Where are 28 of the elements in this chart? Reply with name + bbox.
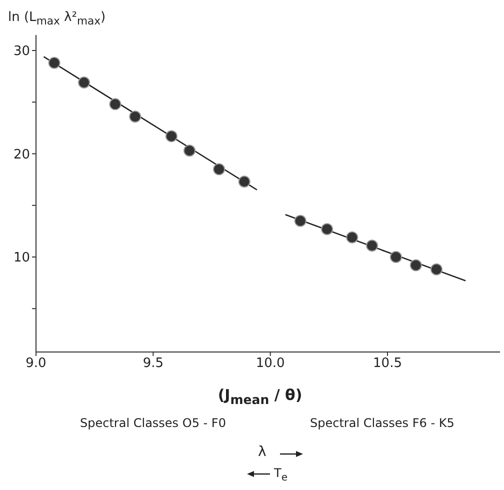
point xyxy=(48,56,60,69)
point xyxy=(346,231,358,244)
x-tick-label: 10.0 xyxy=(256,356,285,372)
point xyxy=(165,130,178,142)
point xyxy=(213,163,226,176)
point xyxy=(366,240,378,252)
point xyxy=(109,98,122,110)
point xyxy=(294,214,306,227)
point xyxy=(410,259,422,272)
y-axis-title: ln (L$_{max}$ λ²$_{max}$) xyxy=(8,10,106,28)
x-tick-label: 9.5 xyxy=(142,356,164,372)
y-tick-label: 10 xyxy=(13,250,30,266)
point xyxy=(321,223,334,236)
text: Spectral Classes O5 - F0 xyxy=(80,416,226,430)
point xyxy=(238,176,250,188)
point xyxy=(390,251,402,264)
text: Spectral Classes F6 - K5 xyxy=(310,416,454,430)
y-tick-label: 20 xyxy=(13,147,30,162)
x-tick-label: 9.0 xyxy=(26,356,46,372)
y-tick-label: 30 xyxy=(13,44,30,60)
text: T$_{e}$ xyxy=(274,466,288,484)
x-tick-label: 10.5 xyxy=(373,356,402,372)
point xyxy=(430,263,442,276)
text: λ xyxy=(258,444,266,460)
point xyxy=(183,144,196,157)
point xyxy=(129,110,142,123)
point xyxy=(78,76,90,88)
x-axis-title: (J$_{mean}$ / θ) xyxy=(218,386,302,407)
